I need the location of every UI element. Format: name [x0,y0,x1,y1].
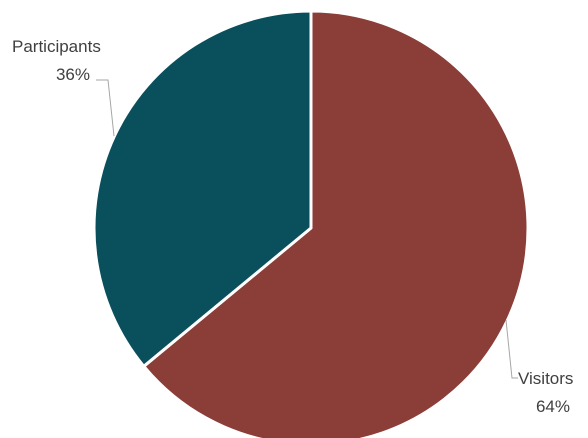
slice-name-participants: Participants [12,37,101,56]
leader-lines [96,79,518,379]
pie-slices [92,9,530,438]
data-labels: Participants 36% Visitors 64% [12,37,573,416]
pie-slice-participants [92,9,313,368]
slice-name-visitors: Visitors [518,369,573,388]
slice-value-participants: 36% [56,65,90,84]
slice-value-visitors: 64% [536,397,570,416]
leader-line-visitors [505,319,518,379]
pie-slice-visitors [142,9,530,438]
leader-line-participants [96,79,115,137]
